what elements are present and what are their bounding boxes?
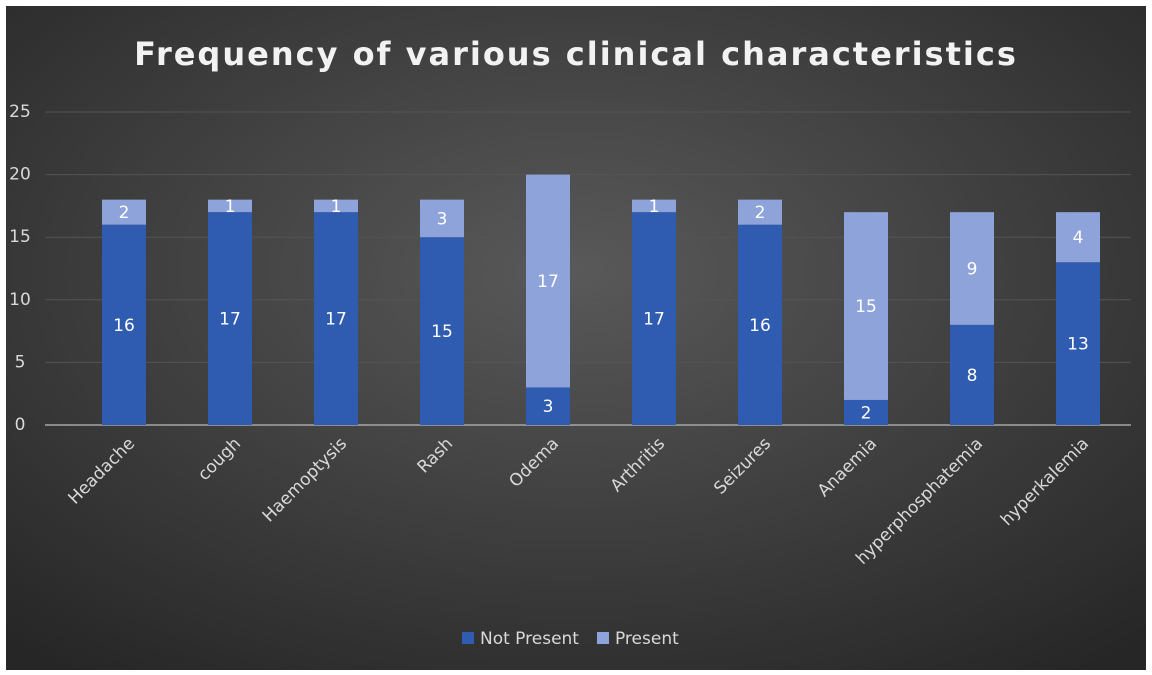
y-tick-label: 0 [15, 415, 26, 435]
data-label: 1 [331, 197, 342, 217]
data-label: 15 [431, 322, 453, 342]
data-label: 16 [113, 316, 135, 336]
data-label: 16 [749, 316, 771, 336]
legend-label: Present [615, 629, 679, 649]
bar-segment [632, 199, 676, 213]
legend-swatch [596, 632, 609, 644]
y-tick-label: 25 [9, 102, 31, 122]
bar-segment [950, 212, 994, 325]
data-label: 1 [649, 197, 660, 217]
bar-segment [738, 199, 782, 225]
bar-segment [102, 199, 146, 225]
bar-segment [844, 212, 888, 400]
bar-segment [526, 174, 570, 388]
data-label: 15 [855, 297, 877, 317]
bar-segment [420, 199, 464, 238]
y-tick-label: 15 [9, 227, 31, 247]
data-label: 4 [1073, 228, 1084, 248]
bar-segment [950, 324, 994, 425]
bar-segment [526, 387, 570, 425]
bar-segment [420, 237, 464, 425]
data-label: 9 [967, 260, 978, 280]
bar-segment [208, 199, 252, 213]
y-tick-label: 20 [9, 165, 31, 185]
data-label: 17 [537, 272, 559, 292]
data-label: 8 [967, 366, 978, 386]
legend-label: Not Present [480, 629, 579, 649]
bar-segment [1056, 262, 1100, 425]
data-label: 3 [437, 209, 448, 229]
data-label: 13 [1067, 335, 1089, 355]
y-tick-label: 5 [15, 352, 26, 372]
data-label: 2 [861, 403, 872, 423]
bar-segment [1056, 212, 1100, 263]
bar-segment [208, 212, 252, 425]
y-tick-label: 10 [9, 290, 31, 310]
bar-segment [102, 224, 146, 425]
data-label: 1 [225, 197, 236, 217]
bar-segment [844, 399, 888, 425]
data-label: 2 [119, 203, 130, 223]
data-label: 17 [325, 310, 347, 330]
chart-title: Frequency of various clinical characteri… [134, 35, 1018, 73]
data-label: 17 [219, 310, 241, 330]
bar-segment [738, 224, 782, 425]
data-label: 17 [643, 310, 665, 330]
bar-segment [632, 212, 676, 425]
data-label: 2 [755, 203, 766, 223]
bar-segment [314, 212, 358, 425]
legend-swatch [462, 632, 474, 644]
bar-segment [314, 199, 358, 213]
data-label: 3 [543, 397, 554, 417]
